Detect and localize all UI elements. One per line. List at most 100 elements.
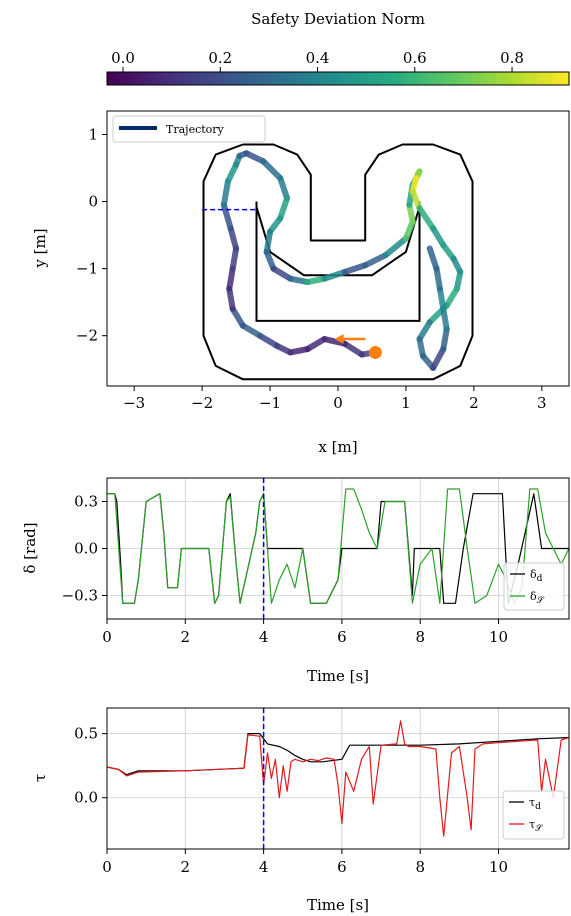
- colorbar-segment: [137, 72, 143, 85]
- legend-box: [503, 562, 565, 611]
- colorbar-segment: [257, 72, 262, 85]
- colorbar-segment: [534, 72, 539, 85]
- colorbar-segment: [157, 72, 162, 85]
- x-tick-label: 10: [489, 858, 508, 876]
- trajectory-segment: [362, 252, 389, 269]
- colorbar-segment: [511, 72, 516, 85]
- colorbar-segment: [468, 72, 474, 85]
- colorbar-segment: [241, 72, 247, 85]
- track-map-legend: Trajectory: [112, 115, 266, 143]
- trajectory-path: [220, 150, 464, 371]
- trajectory-segment: [321, 268, 348, 282]
- trajectory-segment: [409, 188, 423, 212]
- colorbar-segment: [237, 72, 243, 85]
- colorbar-segment: [495, 72, 501, 85]
- colorbar-segment: [338, 72, 343, 85]
- colorbar-segment: [287, 72, 293, 85]
- y-tick-label: 0.0: [74, 789, 98, 807]
- trajectory-segment: [226, 265, 236, 292]
- legend-label-trajectory: Trajectory: [166, 123, 225, 136]
- series-line-0: [106, 732, 570, 776]
- colorbar-segment: [149, 72, 154, 85]
- colorbar-segment: [195, 72, 200, 85]
- colorbar-segment: [291, 72, 297, 85]
- colorbar-segment: [545, 72, 551, 85]
- trajectory-segment: [430, 225, 447, 249]
- trajectory-segment: [263, 248, 277, 272]
- x-tick-label: 8: [415, 628, 425, 646]
- colorbar-segment: [107, 72, 112, 85]
- colorbar-segment: [245, 72, 251, 85]
- trajectory-segment: [277, 175, 291, 202]
- colorbar-segment: [391, 72, 397, 85]
- throttle-legend: τd τ𝒮: [502, 790, 565, 840]
- colorbar-segment: [480, 72, 485, 85]
- trajectory-segment: [270, 265, 294, 282]
- steering-ylabel: δ [rad]: [21, 522, 39, 573]
- colorbar-segment: [438, 72, 443, 85]
- colorbar-segment: [557, 72, 562, 85]
- start-marker: [368, 345, 382, 359]
- y-tick-label: 0.5: [74, 725, 98, 743]
- trajectory-segment: [440, 325, 450, 353]
- throttle-ylabel: τ: [31, 774, 49, 782]
- colorbar-segment: [553, 72, 559, 85]
- legend-label-tau-d: τd: [529, 796, 541, 812]
- colorbar-segment: [176, 72, 181, 85]
- colorbar-segment: [441, 72, 447, 85]
- colorbar-segment: [384, 72, 389, 85]
- colorbar-segment: [122, 72, 127, 85]
- y-tick-label: −1: [76, 260, 98, 278]
- colorbar-segment: [218, 72, 224, 85]
- colorbar-segment: [388, 72, 393, 85]
- colorbar-segment: [515, 72, 520, 85]
- colorbar-segment: [272, 72, 277, 85]
- steering-panel: 0 2 4 6 8 10 0.3 0.0 −0.3 δd δ𝒮 Time [s] δ [rad]: [21, 477, 570, 685]
- y-tick-label: 0: [88, 193, 98, 211]
- legend-box: [502, 790, 565, 840]
- x-tick-label: 2: [181, 628, 191, 646]
- colorbar-segment: [330, 72, 335, 85]
- colorbar-segment: [364, 72, 370, 85]
- colorbar-segment: [357, 72, 362, 85]
- x-tick-label: 3: [537, 394, 547, 412]
- colorbar-segment: [399, 72, 405, 85]
- colorbar-segment: [368, 72, 374, 85]
- colorbar-segment: [230, 72, 235, 85]
- colorbar-segment: [503, 72, 508, 85]
- steering-legend: δd δ𝒮: [503, 562, 565, 611]
- trajectory-segment: [321, 336, 348, 347]
- colorbar-segment: [518, 72, 524, 85]
- colorbar-segment: [180, 72, 185, 85]
- steering-xlabel: Time [s]: [307, 667, 369, 685]
- colorbar-segment: [222, 72, 227, 85]
- colorbar-segment: [449, 72, 455, 85]
- colorbar-segment: [299, 72, 304, 85]
- trajectory-segment: [436, 285, 447, 312]
- colorbar-segment: [164, 72, 170, 85]
- throttle-frame: [106, 707, 570, 850]
- colorbar-segment: [311, 72, 316, 85]
- colorbar-segment: [430, 72, 435, 85]
- colorbar-segment: [226, 72, 231, 85]
- colorbar-segment: [234, 72, 239, 85]
- trajectory-segment: [341, 340, 365, 358]
- colorbar-segment: [407, 72, 412, 85]
- colorbar-segment: [326, 72, 331, 85]
- colorbar-segment: [411, 72, 416, 85]
- colorbar-gradient: [107, 72, 570, 85]
- colorbar-segment: [395, 72, 401, 85]
- colorbar-segment: [526, 72, 532, 85]
- colorbar-title: Safety Deviation Norm: [251, 10, 425, 28]
- colorbar-segment: [403, 72, 408, 85]
- colorbar-segment: [488, 72, 493, 85]
- trajectory-segment: [256, 332, 280, 349]
- colorbar-segment: [476, 72, 482, 85]
- x-tick-label: 0: [102, 628, 112, 646]
- legend-label-tau-s: τ𝒮: [529, 818, 543, 834]
- colorbar-segment: [549, 72, 555, 85]
- track-map-ylabel: y [m]: [31, 228, 49, 268]
- trajectory-segment: [304, 336, 328, 353]
- x-tick-label: 1: [401, 394, 411, 412]
